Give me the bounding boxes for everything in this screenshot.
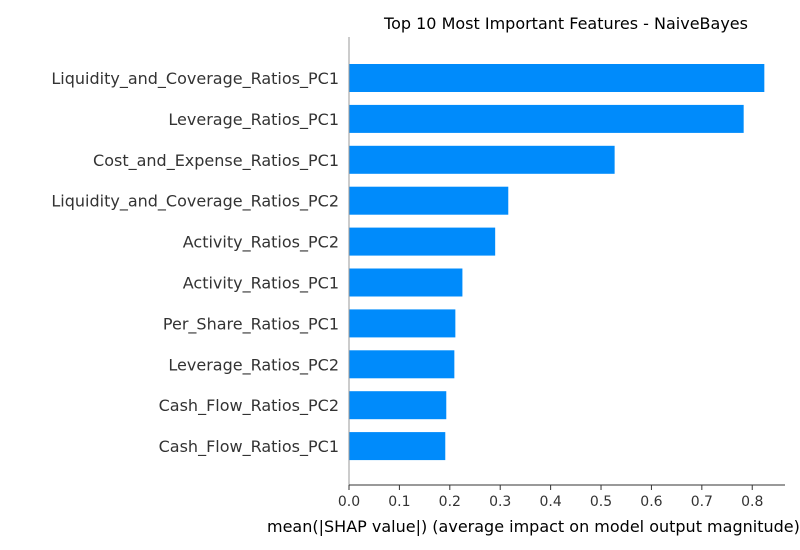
x-axis-label: mean(|SHAP value|) (average impact on mo… <box>267 517 800 536</box>
x-tick-label: 0.8 <box>741 494 763 510</box>
bar-10 <box>349 432 446 461</box>
bar-9 <box>349 391 447 420</box>
feature-label: Cash_Flow_Ratios_PC1 <box>159 437 339 457</box>
feature-label: Liquidity_and_Coverage_Ratios_PC1 <box>51 69 339 89</box>
feature-label: Cost_and_Expense_Ratios_PC1 <box>93 151 339 171</box>
bar-6 <box>349 268 463 297</box>
feature-label: Cash_Flow_Ratios_PC2 <box>159 396 339 416</box>
x-tick-group: 0.0 0.1 0.2 0.3 0.4 0.5 0.6 0.7 0.8 <box>338 485 763 510</box>
feature-label: Leverage_Ratios_PC1 <box>168 110 339 130</box>
bar-1 <box>349 64 765 92</box>
x-tick-label: 0.7 <box>691 494 713 510</box>
x-tick-label: 0.1 <box>388 494 410 510</box>
x-tick-label: 0.4 <box>539 494 561 510</box>
feature-label: Activity_Ratios_PC1 <box>183 274 339 294</box>
x-tick-label: 0.3 <box>489 494 511 510</box>
feature-label: Per_Share_Ratios_PC1 <box>163 314 339 334</box>
bar-4 <box>349 186 509 215</box>
feature-label: Activity_Ratios_PC2 <box>183 233 339 253</box>
x-tick-label: 0.5 <box>590 494 612 510</box>
bar-group <box>349 64 765 461</box>
bar-5 <box>349 227 496 256</box>
x-tick-label: 0.6 <box>640 494 662 510</box>
bar-7 <box>349 309 456 338</box>
x-tick-label: 0.2 <box>439 494 461 510</box>
feature-label: Liquidity_and_Coverage_Ratios_PC2 <box>51 192 339 212</box>
feature-label-group: Liquidity_and_Coverage_Ratios_PC1 Leverag… <box>51 69 339 457</box>
chart-title: Top 10 Most Important Features - NaiveBa… <box>383 14 748 33</box>
bar-8 <box>349 350 455 379</box>
bar-3 <box>349 145 615 174</box>
x-tick-label: 0.0 <box>338 494 360 510</box>
bar-2 <box>349 104 744 133</box>
feature-label: Leverage_Ratios_PC2 <box>168 355 339 375</box>
